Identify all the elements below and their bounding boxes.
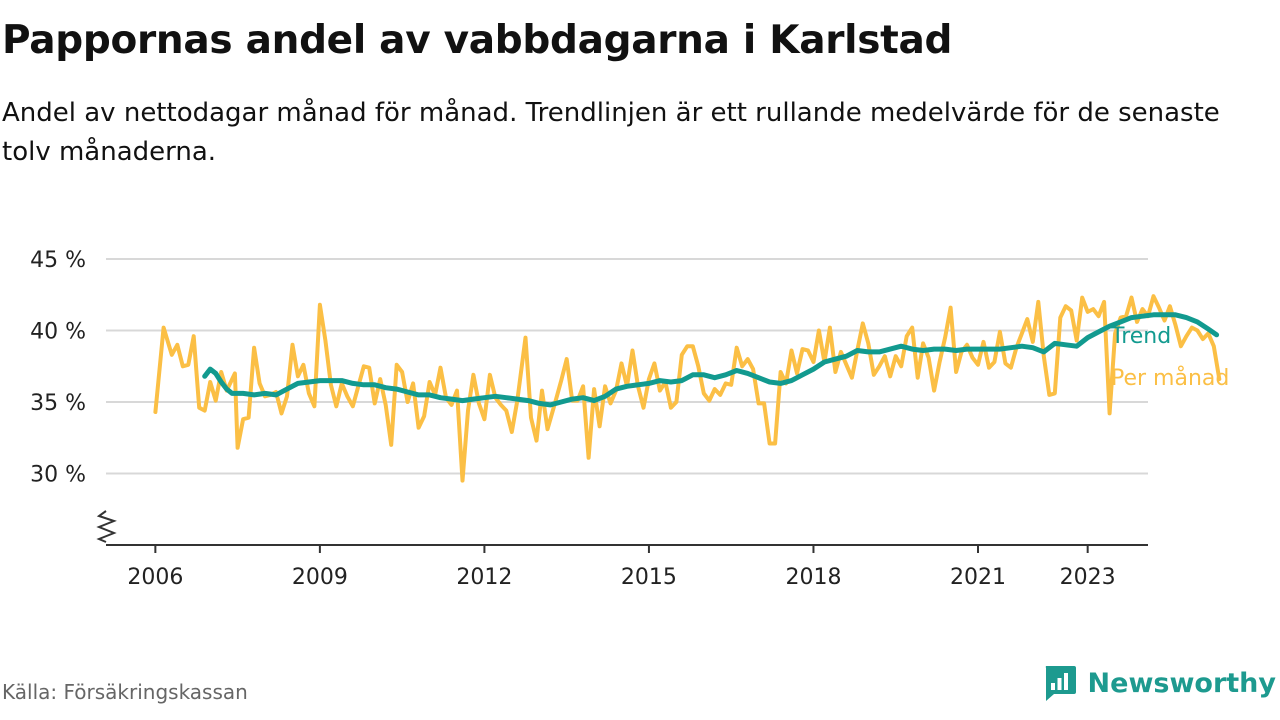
x-tick-label: 2012 <box>456 565 512 590</box>
chart-title: Pappornas andel av vabbdagarna i Karlsta… <box>2 18 953 63</box>
x-tick-labels: 2006 2009 2012 2015 2018 2021 2023 <box>127 565 1115 590</box>
brand[interactable]: Newsworthy <box>1042 664 1276 702</box>
series-label-per-manad: Per månad <box>1111 365 1229 391</box>
series-label-trend: Trend <box>1110 324 1171 349</box>
x-tick-label: 2006 <box>127 565 183 590</box>
x-tick-label: 2023 <box>1060 565 1116 590</box>
brand-name: Newsworthy <box>1087 667 1276 699</box>
y-tick-labels: 30 % 35 % 40 % 45 % <box>30 248 86 488</box>
source-text: Källa: Försäkringskassan <box>2 680 248 704</box>
chart-subtitle: Andel av nettodagar månad för månad. Tre… <box>2 98 1220 167</box>
x-tick-label: 2009 <box>292 565 348 590</box>
y-tick-label: 35 % <box>30 391 86 416</box>
series-line-per-manad <box>153 294 1222 483</box>
series-line-trend <box>202 312 1220 408</box>
newsworthy-logo-icon <box>1045 666 1076 701</box>
axis-break-icon <box>96 510 117 543</box>
y-tick-label: 45 % <box>30 248 86 273</box>
y-tick-label: 30 % <box>30 463 86 488</box>
x-tick-label: 2015 <box>621 565 677 590</box>
x-axis <box>106 544 1148 553</box>
x-tick-label: 2021 <box>950 565 1006 590</box>
y-tick-label: 40 % <box>30 320 86 345</box>
x-tick-label: 2018 <box>785 565 841 590</box>
